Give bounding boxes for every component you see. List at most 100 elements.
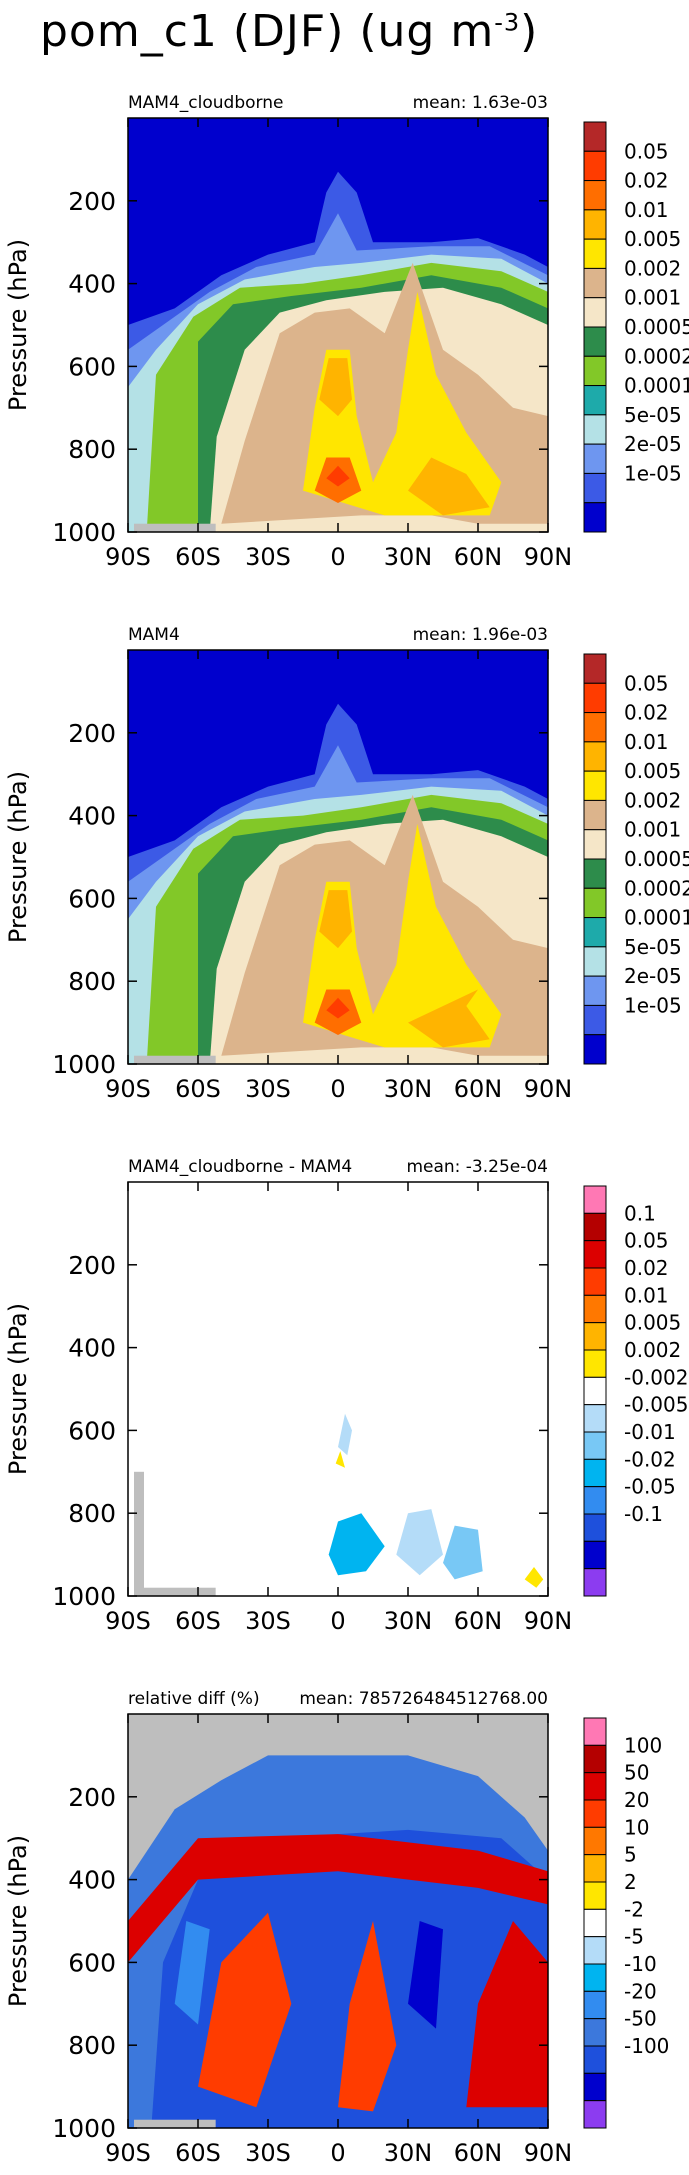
colorbar-label: -20 <box>624 1979 657 2003</box>
colorbar-box <box>583 414 607 445</box>
contour-level-10a <box>319 358 352 417</box>
colorbar-label: 0.0005 <box>624 847 689 871</box>
rel-lightblue <box>174 1921 210 2025</box>
colorbar-box <box>583 1881 607 1910</box>
contour-level-10a <box>319 890 352 949</box>
topography-mask <box>134 2119 216 2128</box>
colorbar-box <box>583 682 607 714</box>
colorbar-label: 0.0002 <box>624 344 689 368</box>
x-tick-label: 30S <box>245 1607 291 1635</box>
x-tick-label: 90S <box>105 2139 151 2167</box>
y-tick-label: 1000 <box>52 518 116 547</box>
colorbar-box <box>583 1376 607 1406</box>
panel-mean-label: mean: 785726484512768.00 <box>299 1689 548 1709</box>
colorbar-box <box>583 267 607 299</box>
colorbar-box <box>583 2045 607 2074</box>
colorbar-label: 0.001 <box>624 818 681 842</box>
contour-level-9 <box>303 823 502 1048</box>
colorbar-label: 100 <box>624 1733 662 1757</box>
colorbar-label: 50 <box>624 1761 649 1785</box>
x-tick-label: 60S <box>175 543 221 571</box>
y-axis-label: Pressure (hPa) <box>4 771 32 943</box>
panel-mean-label: mean: 1.96e-03 <box>413 625 548 645</box>
colorbar-label: -0.01 <box>624 1420 676 1444</box>
plot-area <box>128 118 548 532</box>
rel-red-band <box>128 1834 548 1963</box>
colorbar-box <box>583 917 607 948</box>
panel-left-label: relative diff (%) <box>128 1689 260 1709</box>
plot-area <box>128 1182 548 1596</box>
colorbar-box <box>583 2018 607 2047</box>
x-tick-label: 90S <box>105 543 151 571</box>
colorbar-box <box>583 712 607 743</box>
colorbar-box <box>583 946 607 977</box>
colorbar-box <box>583 799 607 831</box>
y-tick-label: 400 <box>68 1334 116 1363</box>
x-tick-label: 30S <box>245 543 291 571</box>
colorbar-box <box>583 1267 607 1296</box>
chart-panel-3: MAM4_cloudborne - MAM4 mean: -3.25e-04 200… <box>4 1157 688 1635</box>
colorbar-label: 0.05 <box>624 671 669 695</box>
y-tick-label: 200 <box>68 187 116 216</box>
colorbar-label: 0.002 <box>624 256 681 280</box>
chart-panel-1: MAM4_cloudborne mean: 1.63e-03 200 400 600 80… <box>4 93 689 571</box>
colorbar-label: 5e-05 <box>624 935 682 959</box>
colorbar-box <box>583 1004 607 1036</box>
topography-mask <box>134 1471 144 1596</box>
colorbar-label: 0.005 <box>624 759 681 783</box>
contour-island <box>151 1022 187 1056</box>
colorbar-label: 2e-05 <box>624 432 682 456</box>
colorbar-label: -0.005 <box>624 1393 688 1417</box>
colorbar-box <box>583 209 607 240</box>
colorbar-box <box>583 1826 607 1856</box>
panel-mean-label: mean: -3.25e-04 <box>406 1157 548 1177</box>
y-tick-label: 600 <box>68 352 116 381</box>
topography-mask <box>134 1055 216 1064</box>
colorbar-box <box>583 1212 607 1242</box>
plot-area <box>128 1714 548 2128</box>
topography-mask <box>134 523 216 532</box>
colorbar-box <box>583 1772 607 1801</box>
rel-darkblue <box>408 1921 443 2029</box>
x-tick-label: 60S <box>175 1075 221 1103</box>
colorbar-label: -100 <box>624 2034 669 2058</box>
contour-level-9 <box>303 291 502 516</box>
colorbar: 100 50 20 10 5 2 -2 -5 -10 -20 -50 -100 <box>583 1717 669 2129</box>
topography-mask <box>134 1587 216 1596</box>
colorbar-label: -10 <box>624 1952 657 1976</box>
colorbar-box <box>583 1294 607 1324</box>
y-tick-label: 1000 <box>52 1582 116 1611</box>
contour-level-12 <box>326 465 350 487</box>
colorbar-label: 5e-05 <box>624 403 682 427</box>
colorbar-label: 5 <box>624 1843 637 1867</box>
colorbar-box <box>583 1854 607 1883</box>
x-tick-label: 90N <box>524 1607 573 1635</box>
colorbar-label: -50 <box>624 2007 657 2031</box>
figure-title: pom_c1 (DJF) (ug m-3) <box>40 6 538 57</box>
diff-blob-c <box>443 1525 483 1580</box>
colorbar-box <box>583 297 607 328</box>
colorbar-label: 0.01 <box>624 730 669 754</box>
y-tick-label: 200 <box>68 719 116 748</box>
x-tick-label: 60N <box>454 1075 503 1103</box>
x-tick-label: 60N <box>454 543 503 571</box>
colorbar-label: -0.002 <box>624 1365 688 1389</box>
colorbar-label: -2 <box>624 1897 644 1921</box>
x-tick-label: 30S <box>245 1075 291 1103</box>
rel-red-c <box>338 1921 397 2112</box>
colorbar-box <box>583 887 607 919</box>
x-tick-label: 30N <box>384 1607 433 1635</box>
colorbar-label: 0.0002 <box>624 876 689 900</box>
colorbar-label: -0.02 <box>624 1447 676 1471</box>
colorbar-label: 0.05 <box>624 1229 669 1253</box>
colorbar: 0.05 0.02 0.01 0.005 0.002 0.001 0.0005 0.0002 0… <box>583 121 689 533</box>
y-tick-label: 800 <box>68 2031 116 2060</box>
x-tick-label: 30N <box>384 1075 433 1103</box>
colorbar-box <box>583 121 607 152</box>
contour-level-10b <box>408 457 490 516</box>
colorbar-label: 2e-05 <box>624 964 682 988</box>
colorbar-box <box>583 238 607 269</box>
colorbar-box <box>583 1568 607 1597</box>
y-tick-label: 1000 <box>52 2114 116 2143</box>
